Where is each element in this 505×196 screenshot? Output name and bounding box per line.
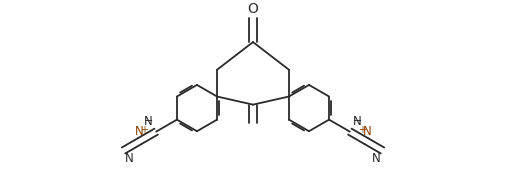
Text: +: + (139, 125, 147, 135)
Text: −: − (352, 116, 362, 126)
Text: N: N (134, 125, 143, 138)
Text: N: N (125, 152, 134, 165)
Text: O: O (247, 2, 258, 15)
Text: N: N (352, 115, 361, 128)
Text: −: − (143, 116, 153, 126)
Text: N: N (371, 152, 380, 165)
Text: N: N (362, 125, 371, 138)
Text: N: N (144, 115, 153, 128)
Text: +: + (358, 125, 366, 135)
